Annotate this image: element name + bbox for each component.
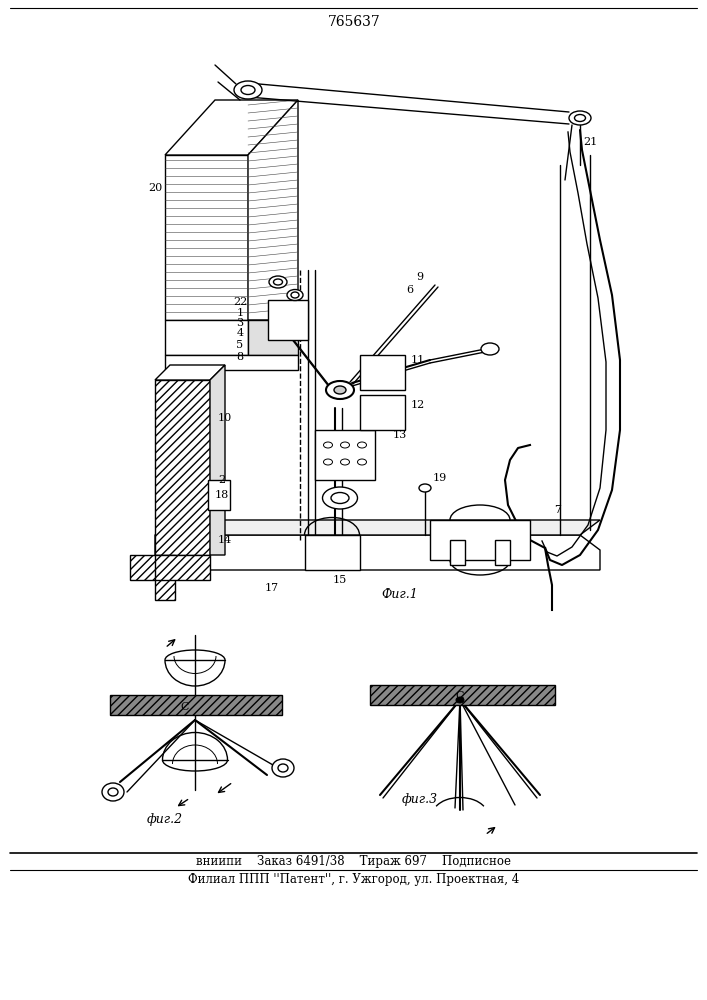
Ellipse shape	[287, 290, 303, 300]
Polygon shape	[450, 540, 465, 565]
Polygon shape	[315, 430, 375, 480]
Text: 8: 8	[236, 352, 244, 362]
Polygon shape	[210, 365, 225, 555]
Ellipse shape	[575, 114, 585, 121]
Ellipse shape	[269, 276, 287, 288]
Polygon shape	[165, 355, 298, 370]
Polygon shape	[155, 520, 600, 535]
Polygon shape	[165, 320, 248, 355]
Ellipse shape	[456, 697, 464, 703]
Text: 17: 17	[265, 583, 279, 593]
Text: 3: 3	[236, 318, 244, 328]
Polygon shape	[165, 155, 248, 320]
Text: C: C	[181, 702, 189, 712]
Ellipse shape	[569, 111, 591, 125]
Text: фиг.3: фиг.3	[402, 794, 438, 806]
Polygon shape	[268, 300, 308, 340]
Text: 11: 11	[411, 355, 425, 365]
Ellipse shape	[278, 764, 288, 772]
Text: 2: 2	[218, 475, 226, 485]
Polygon shape	[208, 480, 230, 510]
Polygon shape	[165, 100, 298, 155]
Text: Филиал ППП ''Патент'', г. Ужгород, ул. Проектная, 4: Филиал ППП ''Патент'', г. Ужгород, ул. П…	[188, 874, 520, 886]
Ellipse shape	[326, 381, 354, 399]
Text: 5: 5	[236, 340, 244, 350]
Polygon shape	[370, 685, 555, 705]
Text: 4: 4	[236, 328, 244, 338]
Ellipse shape	[334, 386, 346, 394]
Text: фиг.2: фиг.2	[147, 814, 183, 826]
Ellipse shape	[274, 279, 283, 285]
Polygon shape	[305, 535, 360, 570]
Polygon shape	[360, 355, 405, 390]
Polygon shape	[248, 320, 298, 355]
Ellipse shape	[481, 343, 499, 355]
Ellipse shape	[341, 459, 349, 465]
Ellipse shape	[341, 442, 349, 448]
Polygon shape	[430, 520, 530, 560]
Text: 21: 21	[583, 137, 597, 147]
Ellipse shape	[358, 442, 366, 448]
Polygon shape	[360, 395, 405, 430]
Text: 7: 7	[554, 505, 561, 515]
Polygon shape	[155, 555, 210, 580]
Ellipse shape	[324, 459, 332, 465]
Text: 6: 6	[407, 285, 414, 295]
Polygon shape	[155, 380, 210, 555]
Ellipse shape	[324, 442, 332, 448]
Text: 10: 10	[218, 413, 232, 423]
Ellipse shape	[322, 487, 358, 509]
Text: 18: 18	[215, 490, 229, 500]
Ellipse shape	[291, 292, 299, 298]
Text: 13: 13	[393, 430, 407, 440]
Text: 19: 19	[433, 473, 447, 483]
Polygon shape	[155, 365, 225, 380]
Ellipse shape	[108, 788, 118, 796]
Polygon shape	[495, 540, 510, 565]
Text: 15: 15	[333, 575, 347, 585]
Polygon shape	[110, 695, 282, 715]
Ellipse shape	[241, 86, 255, 95]
Ellipse shape	[358, 459, 366, 465]
Polygon shape	[248, 100, 298, 320]
Text: 9: 9	[416, 272, 423, 282]
Ellipse shape	[102, 783, 124, 801]
Text: 20: 20	[148, 183, 162, 193]
Text: 12: 12	[411, 400, 425, 410]
Text: вниипи    Заказ 6491/38    Тираж 697    Подписное: вниипи Заказ 6491/38 Тираж 697 Подписное	[197, 856, 511, 868]
Text: 14: 14	[218, 535, 232, 545]
Text: 765637: 765637	[327, 15, 380, 29]
Text: 1: 1	[236, 308, 244, 318]
Ellipse shape	[331, 492, 349, 504]
Polygon shape	[155, 535, 600, 570]
Ellipse shape	[419, 484, 431, 492]
Polygon shape	[130, 555, 175, 600]
Text: C: C	[456, 691, 464, 701]
Ellipse shape	[272, 759, 294, 777]
Text: Фиг.1: Фиг.1	[382, 588, 419, 601]
Text: 22: 22	[233, 297, 247, 307]
Ellipse shape	[234, 81, 262, 99]
